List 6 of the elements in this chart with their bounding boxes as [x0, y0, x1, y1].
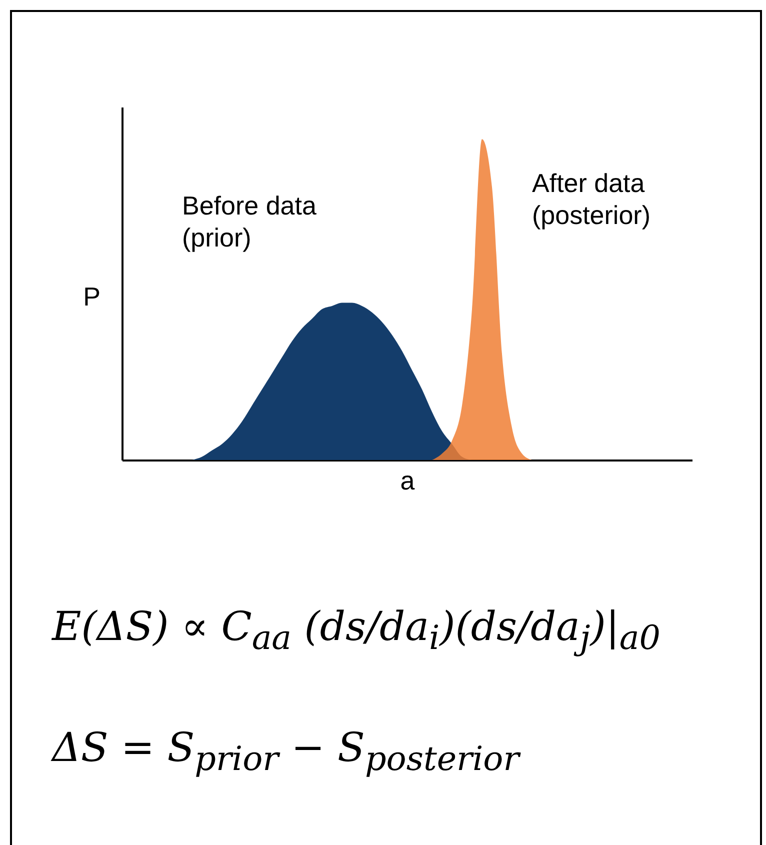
text: ΔS = S$_{prior}$ − S$_{posterior}$: [52, 724, 522, 780]
text: E(ΔS) ∝ C$_{aa}$ (ds/da$_{i}$)(ds/da$_{j}$)|$_{a0}$: [52, 603, 660, 659]
y-axis-title: P: [83, 282, 100, 312]
series-label: After data (posterior): [532, 168, 650, 230]
text: Before data (prior): [182, 190, 317, 252]
x-axis-title: a: [400, 466, 416, 496]
